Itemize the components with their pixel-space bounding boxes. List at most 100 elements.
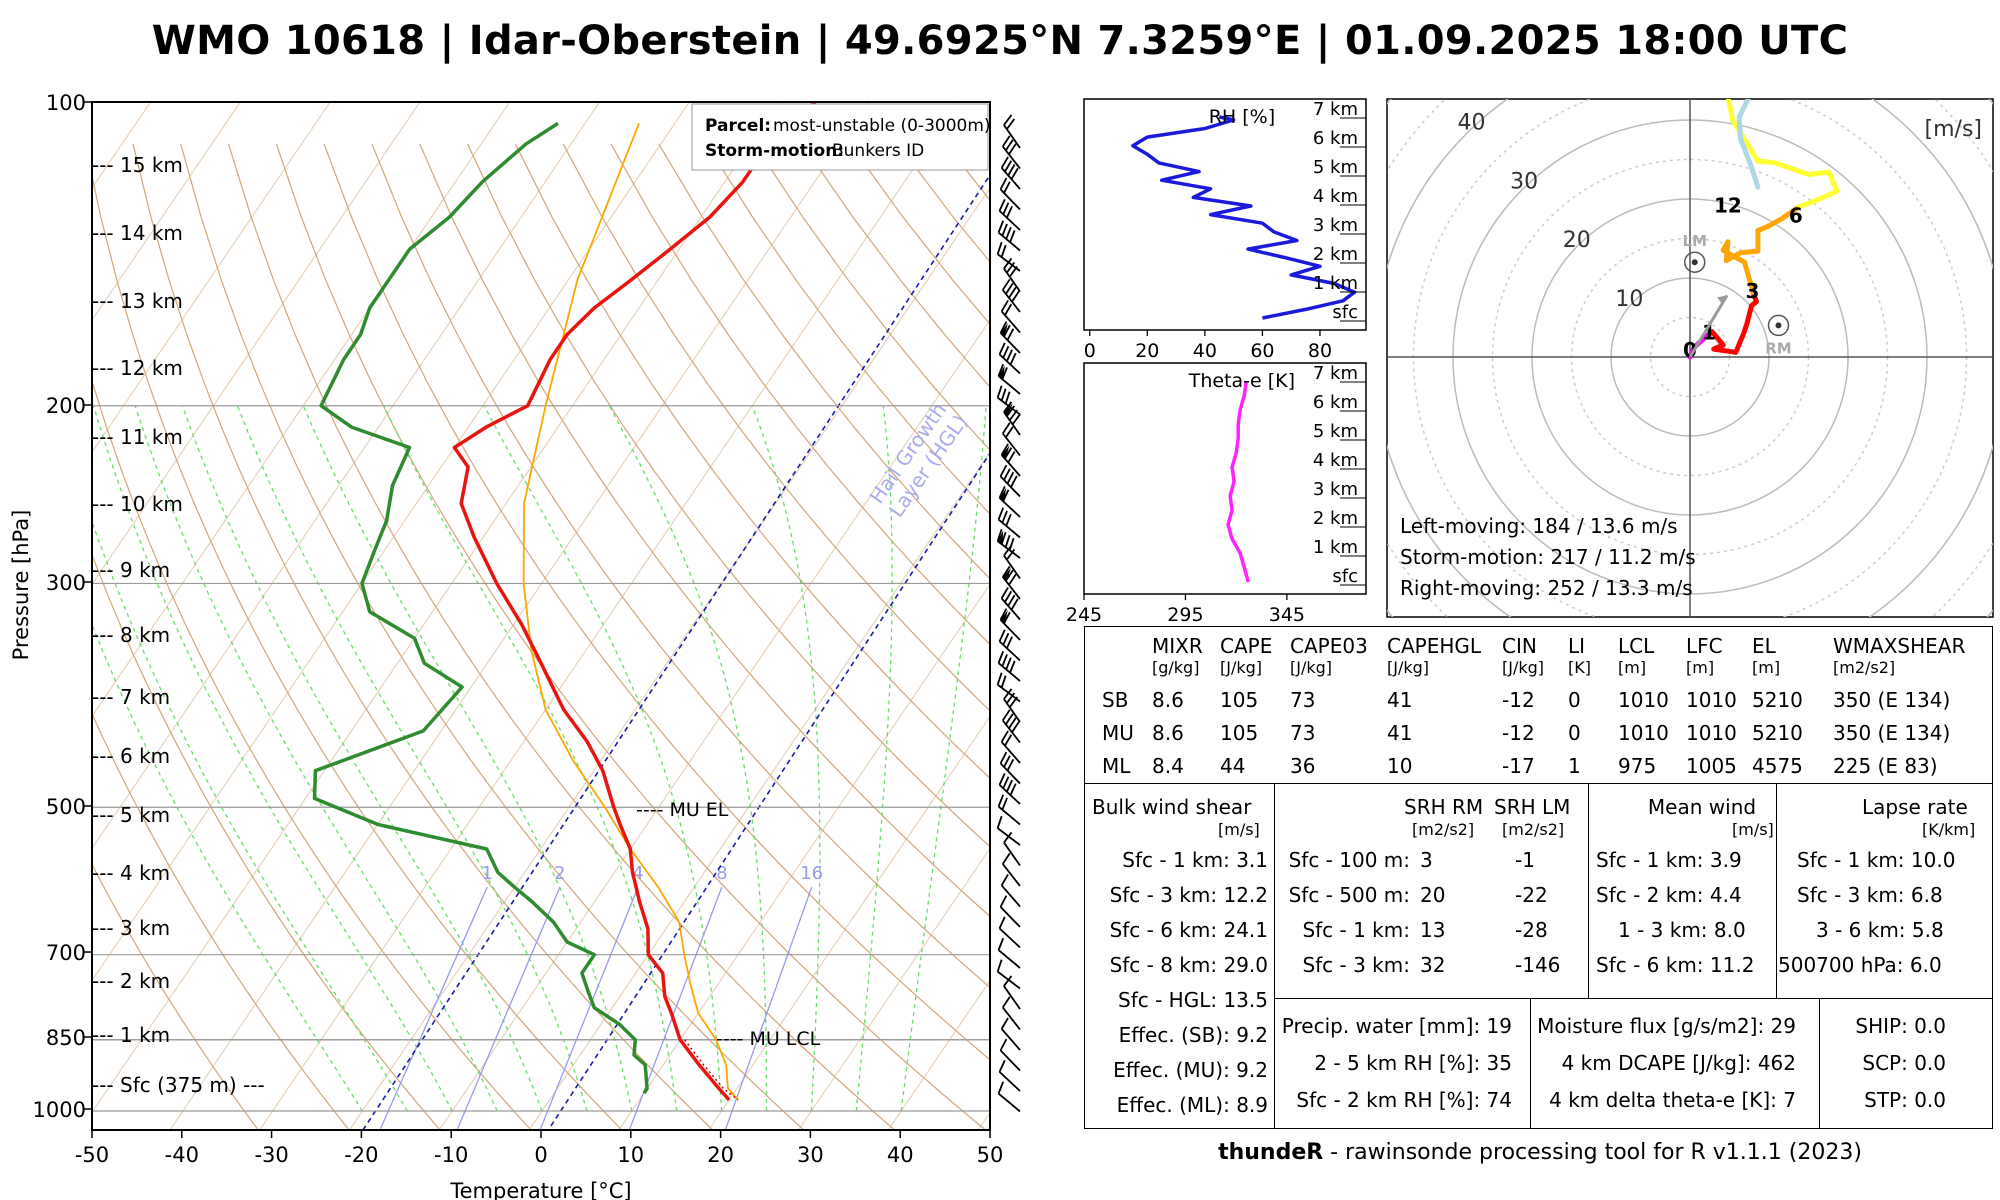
hodograph-segment bbox=[1736, 99, 1761, 190]
wind-barb bbox=[999, 608, 1021, 641]
moisture-row: 2 - 5 km RH [%]: 35 bbox=[1314, 1051, 1512, 1075]
srh-rm-value: 20 bbox=[1420, 883, 1446, 907]
flux-row: 4 km DCAPE [J/kg]: 462 bbox=[1561, 1051, 1796, 1075]
mu-el-label: ---- MU EL bbox=[636, 799, 729, 821]
rh-panel-height-label: 7 km bbox=[1313, 99, 1358, 120]
mixing-ratio-label: 4 bbox=[632, 863, 643, 884]
wind-barb bbox=[996, 959, 1021, 990]
srh-row-label: Sfc - 500 m: bbox=[1288, 883, 1410, 907]
wind-barb bbox=[997, 794, 1021, 826]
y-tick-label: 500 bbox=[46, 795, 86, 819]
moist-adiabat bbox=[383, 405, 678, 1112]
moist-adiabat bbox=[92, 519, 408, 1112]
moisture-row: Precip. water [mm]: 19 bbox=[1281, 1014, 1512, 1038]
dry-adiabat bbox=[562, 143, 990, 712]
parcel-cell: 1010 bbox=[1618, 688, 1669, 712]
theta-e-panel: Theta-e [K] 7 km 6 km 5 km 4 km 3 km 2 km 1 km s… bbox=[1066, 362, 1367, 626]
x-tick-label: 0 bbox=[534, 1143, 547, 1167]
mean-wind-row: 1 - 3 km: 8.0 bbox=[1618, 918, 1746, 942]
parcel-cell: 1005 bbox=[1686, 754, 1737, 778]
parcel-cell: 41 bbox=[1387, 688, 1413, 712]
height-label: --- 5 km bbox=[92, 803, 170, 827]
wind-barb bbox=[1002, 278, 1021, 313]
hodograph-ring-label: 40 bbox=[1457, 110, 1485, 135]
table-divider bbox=[1274, 783, 1275, 998]
storm-motion-label: LM bbox=[1682, 232, 1707, 250]
srh-lm-value: -28 bbox=[1515, 918, 1548, 942]
theta-e-panel-line bbox=[1226, 380, 1250, 583]
parcel-col-unit: [m] bbox=[1686, 658, 1715, 677]
legend-parcel-key: Parcel: bbox=[705, 116, 771, 136]
shear-row: Effec. (MU): 9.2 bbox=[1113, 1058, 1268, 1082]
dry-adiabat bbox=[92, 712, 350, 1130]
theta-e-panel-height-label: 5 km bbox=[1313, 421, 1358, 442]
srh-lm-unit: [m2/s2] bbox=[1502, 820, 1565, 839]
wind-barb bbox=[1003, 688, 1021, 723]
table-divider bbox=[1274, 998, 1993, 999]
hodograph-segment bbox=[1720, 204, 1802, 295]
parcel-cell: 73 bbox=[1290, 721, 1316, 745]
isotherm bbox=[258, 102, 960, 1130]
hgl-line-upper bbox=[362, 174, 990, 1130]
composite-row: STP: 0.0 bbox=[1864, 1088, 1946, 1112]
parcel-row-label: MU bbox=[1102, 721, 1134, 745]
dewpoint-line bbox=[312, 121, 649, 1095]
wind-barb bbox=[1002, 565, 1021, 600]
parcel-cell: 8.6 bbox=[1152, 688, 1184, 712]
moist-adiabat bbox=[751, 405, 821, 1112]
parcel-cell: 5210 bbox=[1752, 688, 1803, 712]
moist-adiabat bbox=[900, 405, 987, 1112]
rh-panel-x-tick-label: 40 bbox=[1193, 340, 1217, 362]
mu-lcl-label: ---- MU LCL bbox=[716, 1028, 821, 1050]
height-label: --- Sfc (375 m) --- bbox=[92, 1073, 265, 1097]
parcel-cell: 41 bbox=[1387, 721, 1413, 745]
wind-barb bbox=[997, 1081, 1021, 1113]
parcel-cell: 0 bbox=[1568, 688, 1581, 712]
wind-barb bbox=[1003, 114, 1021, 149]
dry-adiabat bbox=[419, 143, 990, 918]
mean-wind-row: Sfc - 1 km: 3.9 bbox=[1596, 848, 1742, 872]
hodograph-segment bbox=[1755, 158, 1840, 210]
x-tick-label: -40 bbox=[165, 1143, 199, 1167]
parcel-row-label: ML bbox=[1102, 754, 1131, 778]
footer-brand: thundeR bbox=[1218, 1140, 1324, 1165]
table-divider bbox=[1776, 783, 1777, 998]
mixing-ratio-line bbox=[456, 886, 561, 1130]
dry-adiabat bbox=[227, 143, 896, 1130]
rh-panel-height-label: sfc bbox=[1332, 302, 1358, 323]
theta-e-panel-title: Theta-e [K] bbox=[1188, 370, 1295, 392]
virtual-temperature-line bbox=[684, 1039, 739, 1101]
table-divider bbox=[1530, 998, 1531, 1129]
parcel-col-unit: [J/kg] bbox=[1290, 658, 1333, 677]
dry-adiabat bbox=[180, 143, 805, 1130]
hodograph-marker: 1 bbox=[1702, 321, 1716, 345]
wind-barb bbox=[999, 321, 1021, 354]
height-label: --- 8 km bbox=[92, 623, 170, 647]
moist-adiabat bbox=[236, 405, 588, 1112]
legend-parcel-value: most-unstable (0-3000m) bbox=[773, 116, 991, 136]
skew-t-legend: Parcel: most-unstable (0-3000m) Storm-moti… bbox=[691, 103, 991, 171]
parcel-cell: 1010 bbox=[1618, 721, 1669, 745]
moist-adiabat bbox=[608, 405, 768, 1111]
wind-barb bbox=[1000, 300, 1021, 334]
storm-motion-circle bbox=[1767, 314, 1790, 337]
dry-adiabat bbox=[92, 379, 532, 1130]
hodograph-marker: 0 bbox=[1683, 338, 1697, 362]
mixing-ratio-label: 1 bbox=[481, 863, 492, 884]
isotherm bbox=[92, 102, 511, 718]
dry-adiabat bbox=[92, 172, 623, 1130]
wind-barb bbox=[996, 815, 1021, 846]
parcel-cell: 975 bbox=[1618, 754, 1657, 778]
hodograph-ring-label: 20 bbox=[1563, 228, 1591, 253]
srh-lm-value: -146 bbox=[1515, 953, 1561, 977]
shear-row: Effec. (ML): 8.9 bbox=[1116, 1093, 1268, 1117]
parcel-col-unit: [m] bbox=[1618, 658, 1647, 677]
lapse-row: Sfc - 1 km: 10.0 bbox=[1797, 848, 1956, 872]
parcel-cell: 1010 bbox=[1686, 721, 1737, 745]
y-tick-label: 1000 bbox=[33, 1098, 86, 1122]
skew-t-frame bbox=[91, 101, 991, 1131]
srh-rm-value: 13 bbox=[1420, 918, 1446, 942]
mixing-ratio-label: 16 bbox=[800, 863, 823, 884]
moist-adiabat bbox=[483, 405, 723, 1112]
